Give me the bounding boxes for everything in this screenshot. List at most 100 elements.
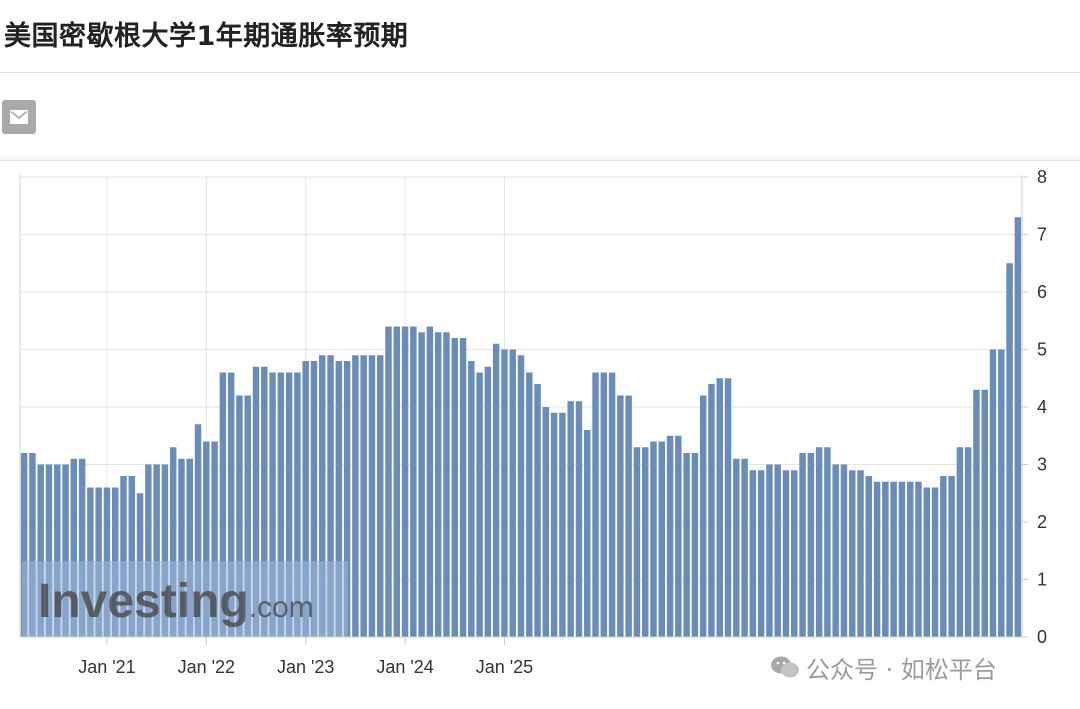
y-tick-label: 5 [1037,340,1047,360]
bar [376,355,384,637]
bar [873,481,881,637]
bar [169,447,177,637]
bar [145,464,152,637]
bar [360,355,367,637]
bar [964,447,972,637]
bar [252,366,260,637]
bar [807,453,815,637]
bar [20,453,28,637]
bar [608,372,616,637]
bar-series [20,217,1022,637]
bar [915,481,922,637]
y-tick-label: 4 [1037,397,1047,417]
bar [940,476,947,637]
bar [948,476,955,637]
bar [70,458,78,637]
bar [708,384,715,637]
bar [29,453,36,637]
bar [733,458,740,637]
bar [517,355,525,637]
bar [998,349,1005,637]
bar [559,412,566,637]
bar [815,447,823,637]
bar [484,366,492,637]
bar [335,361,343,637]
bar [641,447,649,637]
bar [501,349,508,637]
page-title: 美国密歇根大学1年期通胀率预期 [4,21,409,52]
bar [78,458,86,637]
bar [658,441,666,637]
bar [832,464,839,637]
bar [989,349,997,637]
bar [666,435,674,637]
bar [492,343,500,637]
bar [219,372,227,637]
bar [343,361,351,637]
bar [261,366,268,637]
bar [865,476,873,637]
bar [724,378,732,637]
bar [327,355,334,637]
bar [766,464,773,637]
bar [534,384,541,637]
bar [476,372,483,637]
bar [716,378,723,637]
email-button[interactable] [2,100,36,134]
bar [310,361,318,637]
bar [393,326,401,637]
y-tick-label: 1 [1037,570,1047,590]
bar [691,453,699,637]
bar [757,470,765,637]
bar [625,395,632,637]
bar [981,389,988,637]
bar [128,476,136,637]
bar [62,464,69,637]
bar [294,372,301,637]
bar [269,372,276,637]
bar [550,412,558,637]
y-tick-label: 3 [1037,455,1047,475]
bar [890,481,897,637]
watermark-investing-word: Investing [38,575,249,628]
bar [161,464,169,637]
mail-icon [10,110,28,124]
bar [973,389,980,637]
bar [227,372,235,637]
x-tick-label: Jan '24 [376,657,433,677]
title-divider [0,72,1080,73]
bar [45,464,53,637]
bar [882,481,889,637]
bar [211,441,218,637]
bar [418,332,425,637]
bar [683,453,690,637]
watermark-box [22,561,348,637]
bar [236,395,243,637]
bar [194,424,202,637]
bar [749,470,757,637]
bar [434,332,442,637]
bar [1014,217,1022,637]
bar [426,326,434,637]
y-tick-label: 0 [1037,627,1047,647]
bar [37,464,44,637]
chart-container: Investing.com 0 1 2 3 4 5 6 7 8 Jan '21 Jan '22 Jan… [0,160,1080,709]
bar [459,338,467,637]
bar [186,458,193,637]
bar [849,470,856,637]
bar [410,326,417,637]
watermark-investing: Investing.com [38,575,314,628]
bar [244,395,251,637]
bar [368,355,376,637]
watermark-investing-suffix: .com [249,591,314,624]
investing-logo-watermark: Investing.com [22,561,348,637]
bar [526,372,533,637]
bar [633,447,641,637]
bar [584,430,591,637]
bar [956,447,964,637]
bar [840,464,848,637]
bar [898,481,906,637]
bar [567,401,574,637]
bar [592,372,599,637]
bar [741,458,748,637]
